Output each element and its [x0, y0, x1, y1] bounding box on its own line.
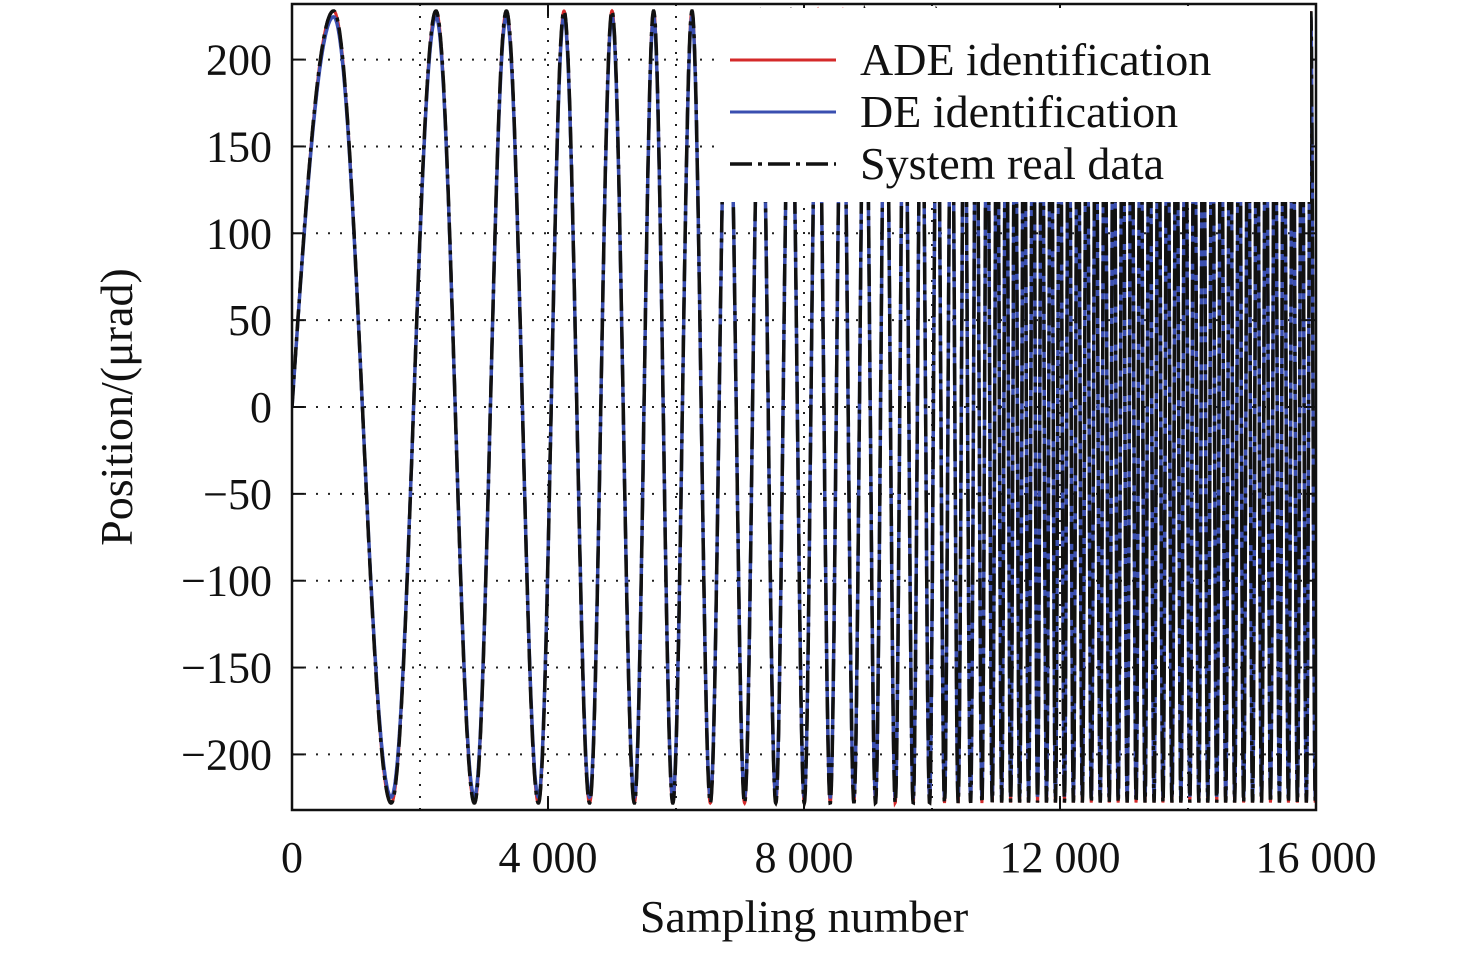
y-tick-label: 150 — [206, 122, 272, 171]
y-tick-label: 50 — [228, 296, 272, 345]
x-tick-label: 8 000 — [755, 833, 854, 882]
y-tick-label: −50 — [203, 470, 272, 519]
legend-label: ADE identification — [860, 34, 1211, 85]
legend-box — [714, 8, 1310, 202]
x-axis-title: Sampling number — [640, 891, 968, 942]
y-axis-title: Position/(μrad) — [91, 268, 142, 546]
y-tick-label: 100 — [206, 209, 272, 258]
axes: 0 4 000 8 000 12 000 16 000 200 150 100 50 0 −50 −1… — [181, 2, 1377, 882]
y-tick-label: −200 — [181, 730, 272, 779]
y-tick-label: 0 — [250, 383, 272, 432]
y-tick-label: 200 — [206, 36, 272, 85]
x-tick-label: 4 000 — [499, 833, 598, 882]
legend-label: System real data — [860, 138, 1164, 189]
y-tick-label: −150 — [181, 644, 272, 693]
x-tick-label: 16 000 — [1256, 833, 1377, 882]
legend-label: DE identification — [860, 86, 1178, 137]
x-tick-label: 0 — [281, 833, 303, 882]
y-tick-label: −100 — [181, 557, 272, 606]
x-tick-label: 12 000 — [1000, 833, 1121, 882]
